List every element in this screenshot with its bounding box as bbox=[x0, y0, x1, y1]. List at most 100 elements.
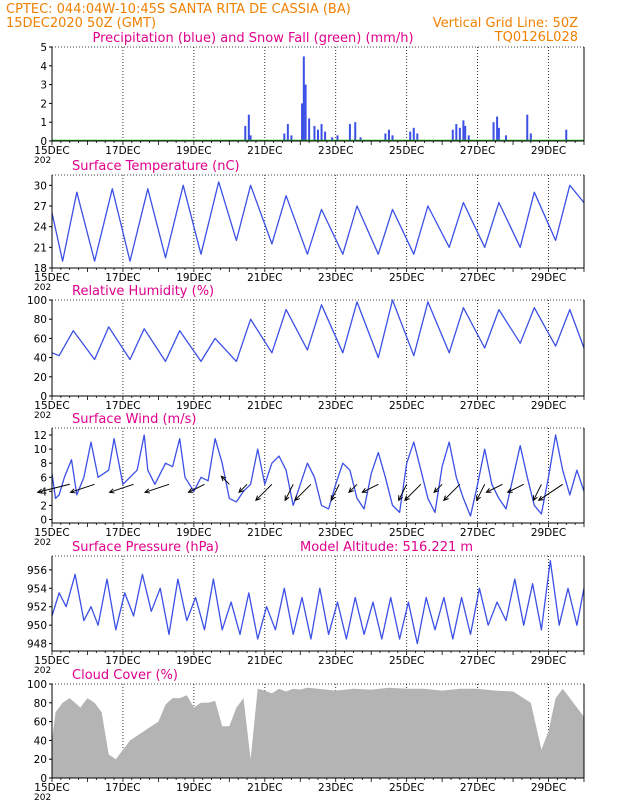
precip-bar bbox=[455, 124, 458, 141]
x-tick-label-press: 27DEC bbox=[460, 655, 495, 667]
x-year-label-press: 202 bbox=[34, 666, 51, 676]
x-tick-label-rh: 23DEC bbox=[318, 400, 353, 412]
precip-bar bbox=[336, 135, 339, 141]
y-tick-label-rh: 0 bbox=[40, 391, 47, 403]
x-tick-label-wind: 25DEC bbox=[389, 527, 424, 539]
wind-vector bbox=[255, 483, 273, 501]
x-year-label-wind: 202 bbox=[34, 538, 51, 548]
wind-vector bbox=[433, 483, 443, 493]
y-tick-label-cloud: 80 bbox=[34, 698, 47, 710]
x-tick-label-precip: 27DEC bbox=[460, 145, 495, 157]
wind-vector bbox=[348, 483, 358, 493]
x-tick-label-precip: 19DEC bbox=[176, 145, 211, 157]
wind-vector-head bbox=[255, 495, 261, 502]
y-tick-label-wind: 6 bbox=[40, 472, 47, 484]
y-tick-label-temp: 27 bbox=[34, 201, 47, 213]
panel-title-temp: Surface Temperature (nC) bbox=[72, 159, 240, 174]
precip-bar bbox=[384, 133, 387, 141]
y-tick-label-wind: 0 bbox=[40, 514, 47, 526]
x-tick-label-wind: 21DEC bbox=[247, 527, 282, 539]
wind-vector-head bbox=[69, 488, 76, 494]
wind-vector-head bbox=[348, 487, 354, 494]
wind-vector bbox=[37, 483, 70, 493]
x-year-label-cloud: 202 bbox=[34, 793, 51, 800]
header-model-id: TQ0126L028 bbox=[494, 30, 578, 45]
x-tick-label-wind: 19DEC bbox=[176, 527, 211, 539]
y-tick-label-temp: 21 bbox=[34, 242, 47, 254]
header-run-date: 15DEC2020 50Z (GMT) bbox=[6, 16, 156, 31]
y-tick-label-cloud: 0 bbox=[40, 773, 47, 785]
panel-annotation-press: Model Altitude: 516.221 m bbox=[300, 540, 473, 555]
wind-vector-head bbox=[485, 488, 492, 493]
precip-bar bbox=[283, 133, 286, 141]
x-tick-label-temp: 15DEC bbox=[34, 272, 69, 284]
y-tick-label-press: 954 bbox=[27, 583, 47, 595]
x-tick-label-wind: 29DEC bbox=[531, 527, 566, 539]
y-tick-label-cloud: 60 bbox=[34, 717, 47, 729]
y-tick-label-cloud: 100 bbox=[27, 679, 47, 691]
wind-vector-head bbox=[476, 495, 481, 502]
x-tick-label-cloud: 27DEC bbox=[460, 782, 495, 794]
wind-vector bbox=[188, 483, 205, 493]
x-tick-label-wind: 17DEC bbox=[105, 527, 140, 539]
cloud-cover-area bbox=[52, 687, 584, 778]
precip-bar bbox=[458, 127, 461, 141]
precip-bar bbox=[526, 114, 529, 141]
wind-vector-head bbox=[398, 495, 403, 502]
x-tick-label-temp: 17DEC bbox=[105, 272, 140, 284]
x-tick-label-rh: 27DEC bbox=[460, 400, 495, 412]
precip-bar bbox=[302, 56, 305, 141]
wind-vector bbox=[238, 483, 248, 493]
panel-title-cloud: Cloud Cover (%) bbox=[72, 668, 178, 683]
precip-bar bbox=[331, 137, 334, 141]
x-tick-label-rh: 25DEC bbox=[389, 400, 424, 412]
precip-bar bbox=[244, 125, 247, 141]
y-tick-label-wind: 10 bbox=[34, 444, 47, 456]
wind-vector bbox=[476, 484, 486, 501]
panel-title-precip: Precipitation (blue) and Snow Fall (gree… bbox=[92, 31, 413, 46]
wind-vector-head bbox=[532, 495, 538, 502]
press-line bbox=[51, 559, 585, 645]
x-tick-label-precip: 25DEC bbox=[389, 145, 424, 157]
y-tick-label-wind: 2 bbox=[40, 500, 47, 512]
x-tick-label-cloud: 29DEC bbox=[531, 782, 566, 794]
wind-vector bbox=[538, 483, 563, 501]
wind-vector-head bbox=[294, 495, 300, 502]
x-tick-label-press: 17DEC bbox=[105, 655, 140, 667]
y-tick-label-rh: 60 bbox=[34, 333, 47, 345]
wind-vector-head bbox=[238, 487, 244, 494]
x-tick-label-press: 19DEC bbox=[176, 655, 211, 667]
x-tick-label-cloud: 21DEC bbox=[247, 782, 282, 794]
wind-vector bbox=[404, 483, 422, 501]
x-tick-label-cloud: 15DEC bbox=[34, 782, 69, 794]
precip-bar bbox=[504, 135, 507, 141]
x-tick-label-cloud: 23DEC bbox=[318, 782, 353, 794]
precip-bar bbox=[304, 84, 307, 141]
precip-bar bbox=[317, 129, 319, 141]
precip-bar bbox=[387, 129, 390, 141]
y-tick-label-press: 948 bbox=[27, 639, 47, 651]
precip-bar bbox=[565, 129, 568, 141]
header-station: CPTEC: 044:04W-10:45S SANTA RITA DE CASS… bbox=[6, 2, 351, 17]
precip-bar bbox=[290, 135, 293, 141]
wind-vector-head bbox=[187, 488, 194, 493]
temp-line bbox=[51, 181, 585, 262]
panel-title-wind: Surface Wind (m/s) bbox=[72, 412, 196, 427]
wind-vector bbox=[362, 483, 379, 493]
y-tick-label-cloud: 40 bbox=[34, 735, 47, 747]
wind-vector-head bbox=[108, 488, 115, 494]
x-tick-label-precip: 21DEC bbox=[247, 145, 282, 157]
y-tick-label-press: 950 bbox=[27, 620, 47, 632]
wind-vector-head bbox=[220, 475, 227, 482]
wind-vector bbox=[220, 475, 230, 485]
x-tick-label-cloud: 25DEC bbox=[389, 782, 424, 794]
y-tick-label-cloud: 20 bbox=[34, 754, 47, 766]
precip-bar bbox=[492, 122, 495, 141]
x-tick-label-precip: 23DEC bbox=[318, 145, 353, 157]
precip-bar bbox=[308, 118, 311, 141]
precip-bar bbox=[354, 122, 357, 141]
precip-bar bbox=[313, 125, 316, 141]
x-tick-label-press: 29DEC bbox=[531, 655, 566, 667]
precip-bar bbox=[416, 133, 419, 141]
